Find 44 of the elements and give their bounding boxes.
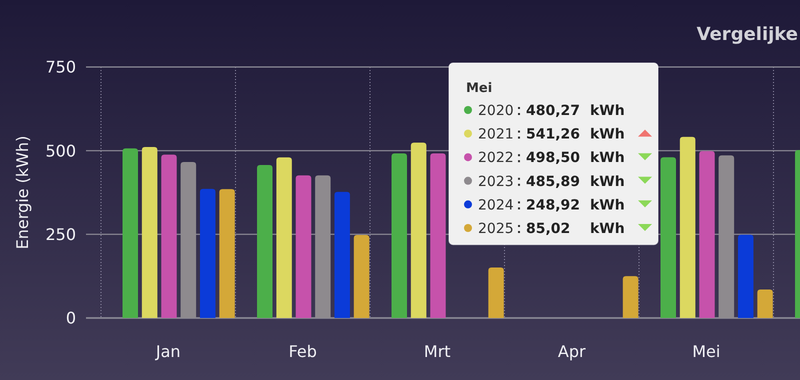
- bar: [354, 235, 370, 318]
- bar: [219, 189, 235, 318]
- x-tick-label: Mrt: [424, 342, 451, 361]
- bar: [757, 290, 773, 318]
- bar: [410, 142, 426, 318]
- legend-label: 2021: [478, 126, 514, 143]
- x-tick-label: Feb: [288, 342, 317, 361]
- y-tick-label: 0: [66, 308, 76, 328]
- bar: [660, 157, 676, 318]
- bar: [257, 165, 273, 318]
- legend-label: 2022: [478, 150, 514, 166]
- bar: [200, 188, 216, 318]
- bar: [738, 234, 754, 318]
- legend-label: 2024: [478, 197, 514, 214]
- bar: [334, 192, 350, 318]
- y-tick-label: 750: [45, 58, 76, 77]
- y-tick-label: 250: [45, 224, 76, 244]
- annotation: 498,50 kWh: [526, 150, 625, 166]
- legend-label: 2025: [478, 221, 514, 237]
- legend-label: 2020: [478, 103, 514, 119]
- y-axis-title: Energie (kWh): [13, 136, 32, 250]
- x-tick-label: Mei: [692, 342, 720, 361]
- bar: [276, 157, 292, 318]
- text: 85,02 kWh: [526, 221, 625, 237]
- bar: [122, 148, 138, 318]
- y-tick-label: 500: [45, 141, 76, 160]
- bar: [296, 175, 312, 318]
- bar: [161, 154, 177, 318]
- annotation: 541,26 kWh: [526, 126, 625, 143]
- bar: [488, 267, 504, 318]
- x-tick-label: Apr: [558, 342, 586, 361]
- bar: [430, 153, 446, 318]
- chart-title: Vergelijke: [696, 24, 798, 45]
- annotation: 480,27 kWh: [526, 103, 625, 119]
- x-tick-label: Jan: [154, 342, 181, 361]
- bar: [699, 151, 715, 318]
- annotation: 485,89 kWh: [526, 174, 625, 190]
- bar: [680, 136, 696, 318]
- annotation: 248,92 kWh: [526, 197, 625, 214]
- legend-label: 2023: [478, 174, 514, 190]
- bar: [392, 153, 408, 318]
- bar: [142, 146, 158, 318]
- legend-title: Mei: [466, 81, 492, 96]
- bar: [622, 276, 638, 318]
